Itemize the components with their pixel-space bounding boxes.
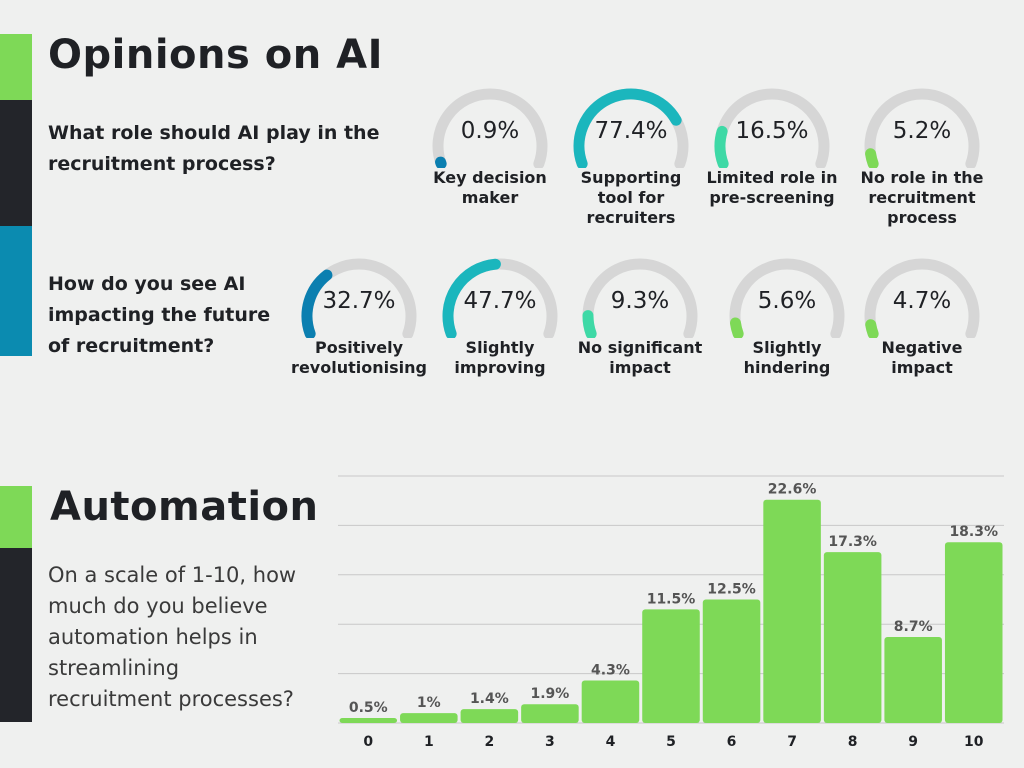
gauge: 0.9% Key decision maker	[425, 88, 555, 218]
data-label: 22.6%	[768, 482, 817, 498]
automation-question: On a scale of 1-10, how much do you beli…	[48, 563, 297, 711]
gauge-track	[864, 258, 980, 338]
accent-segment-green	[0, 34, 32, 100]
gauge-label: No significant impact	[577, 338, 703, 377]
bar	[702, 599, 761, 723]
gauge-label: Negative impact	[881, 338, 963, 377]
gauge-value: 5.2%	[892, 118, 952, 144]
gauge-arc	[301, 258, 417, 338]
gauge-label: Key decision maker	[433, 168, 547, 207]
gauge-value: 5.6%	[757, 288, 817, 314]
data-label: 0.5%	[349, 700, 388, 716]
x-tick-label: 10	[964, 734, 984, 750]
data-label: 8.7%	[894, 619, 933, 635]
gauge-arc	[864, 88, 980, 168]
gauge-label: Supporting tool for recruiters	[580, 168, 682, 227]
gauge-fill	[435, 156, 447, 168]
bar	[521, 704, 579, 723]
q1-question: What role should AI play in the recruitm…	[48, 122, 380, 175]
x-tick-label: 7	[787, 734, 797, 750]
bar	[823, 552, 882, 723]
gauge-label: Slightly improving	[454, 338, 546, 377]
x-tick-label: 2	[484, 734, 494, 750]
gauge: 4.7% Negative impact	[857, 258, 987, 388]
gauge: 5.2% No role in the recruitment process	[857, 88, 987, 227]
x-tick-label: 6	[727, 734, 737, 750]
gauge-value: 77.4%	[594, 118, 668, 144]
gauge: 9.3% No significant impact	[575, 258, 705, 388]
opinions-title: Opinions on AI	[48, 32, 383, 78]
accent-segment-dark	[0, 100, 32, 226]
gauge-track	[582, 258, 698, 338]
x-tick-label: 9	[908, 734, 918, 750]
gauge-value: 4.7%	[892, 288, 952, 314]
gauge: 5.6% Slightly hindering	[722, 258, 852, 388]
gauge: 32.7% Positively revolutionising	[291, 258, 427, 388]
gauge: 77.4% Supporting tool for recruiters	[566, 88, 696, 227]
gauge-track	[729, 258, 845, 338]
automation-title: Automation	[50, 484, 319, 530]
x-tick-label: 0	[363, 734, 373, 750]
gauge: 47.7% Slightly improving	[435, 258, 565, 388]
gauge-track	[432, 88, 548, 168]
data-label: 11.5%	[647, 591, 696, 607]
gauge-fill	[714, 125, 729, 168]
bar	[581, 680, 640, 723]
data-label: 17.3%	[828, 534, 877, 550]
x-tick-label: 1	[424, 734, 434, 750]
gauge-fill	[301, 269, 333, 338]
gauge-arc	[432, 88, 548, 168]
gauge-label: No role in the recruitment process	[860, 168, 984, 227]
gauge-fill	[582, 310, 597, 338]
data-label: 12.5%	[707, 582, 756, 598]
gauge-arc	[442, 258, 558, 338]
gauge-label: Slightly hindering	[743, 338, 831, 377]
gauge-fill	[573, 88, 682, 168]
x-tick-label: 8	[848, 734, 858, 750]
gauge-arc	[864, 258, 980, 338]
gauge: 16.5% Limited role in pre-screening	[706, 88, 838, 218]
gauge-arc	[582, 258, 698, 338]
q2-question: How do you see AI impacting the future o…	[48, 273, 271, 357]
accent-segment-blue	[0, 226, 32, 356]
gauge-value: 16.5%	[735, 118, 809, 144]
bar	[339, 718, 398, 723]
bar	[642, 609, 700, 723]
accent-segment-green-2	[0, 486, 32, 548]
gauge-value: 0.9%	[460, 118, 520, 144]
gauge-value: 47.7%	[463, 288, 537, 314]
x-tick-label: 4	[606, 734, 616, 750]
gauge-value: 9.3%	[610, 288, 670, 314]
gauge-label: Positively revolutionising	[291, 338, 427, 377]
bar	[884, 637, 942, 723]
x-tick-label: 5	[666, 734, 676, 750]
x-tick-label: 3	[545, 734, 555, 750]
gauge-arc	[729, 258, 845, 338]
gauge-fill	[865, 148, 879, 168]
bar	[400, 713, 458, 723]
gauge-value: 32.7%	[322, 288, 396, 314]
accent-segment-dark-2	[0, 548, 32, 722]
gauge-arc	[573, 88, 689, 168]
data-label: 1.4%	[470, 691, 509, 707]
gauge-label: Limited role in pre-screening	[706, 168, 838, 207]
bar	[944, 542, 1003, 723]
gauge-fill	[442, 258, 501, 338]
data-label: 1.9%	[530, 686, 569, 702]
bar	[460, 709, 519, 723]
data-label: 1%	[417, 695, 441, 711]
gauge-track	[864, 88, 980, 168]
data-label: 4.3%	[591, 663, 630, 679]
data-label: 18.3%	[949, 524, 998, 540]
bar	[763, 499, 821, 723]
gauge-fill	[729, 317, 744, 338]
gauge-fill	[865, 319, 879, 338]
gauge-arc	[714, 88, 830, 168]
